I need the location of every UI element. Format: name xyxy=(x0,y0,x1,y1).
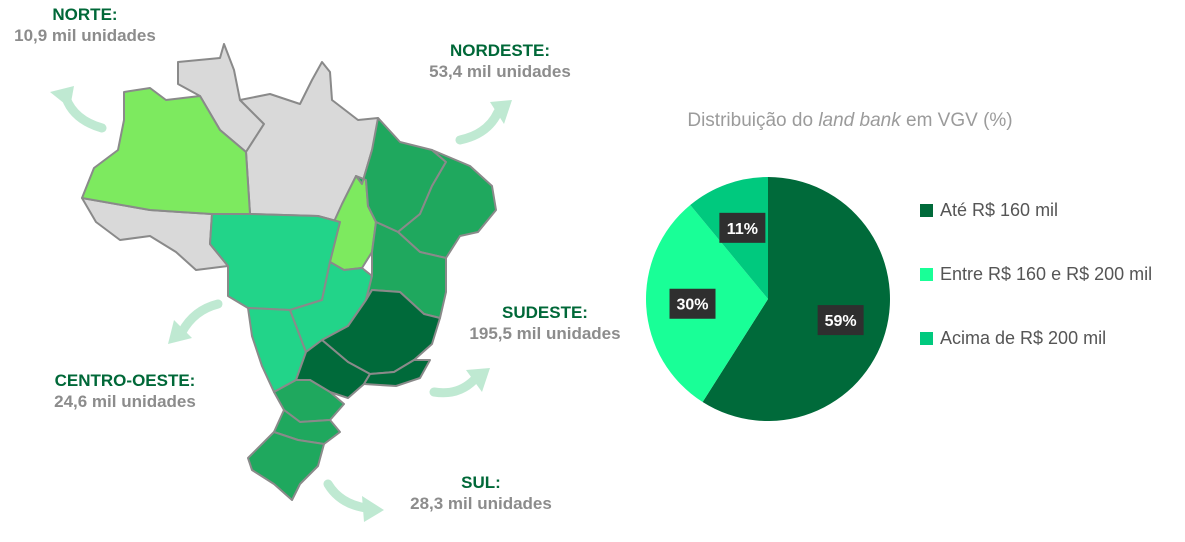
arrow-sul-icon xyxy=(323,479,384,522)
region-value: 195,5 mil unidades xyxy=(469,324,621,343)
legend-swatch xyxy=(920,204,933,217)
legend-item: Até R$ 160 mil xyxy=(920,200,1152,220)
legend-label: Entre R$ 160 e R$ 200 mil xyxy=(940,264,1153,284)
data-label-text: 59% xyxy=(825,313,857,330)
legend-swatch xyxy=(920,332,933,345)
arrow-nordeste-icon xyxy=(455,100,512,145)
chart-legend: Até R$ 160 mil Entre R$ 160 e R$ 200 mil… xyxy=(920,200,1152,392)
region-value: 10,9 mil unidades xyxy=(14,26,156,45)
region-label-centro-oeste: CENTRO-OESTE: 24,6 mil unidades xyxy=(40,370,210,412)
data-label-text: 30% xyxy=(676,297,708,314)
chart-title: Distribuição do land bank em VGV (%) xyxy=(620,110,1080,132)
region-name: NORTE: xyxy=(52,5,118,24)
data-label: 30% xyxy=(669,288,716,319)
arrow-norte-icon xyxy=(50,86,107,133)
region-label-sudeste: SUDESTE: 195,5 mil unidades xyxy=(455,302,635,344)
map-state-rio xyxy=(363,359,431,387)
data-label-text: 11% xyxy=(727,221,758,238)
region-name: SUDESTE: xyxy=(502,303,588,322)
region-value: 28,3 mil unidades xyxy=(410,494,552,513)
arrow-sudeste-icon xyxy=(429,368,490,398)
chart-title-suffix: em VGV (%) xyxy=(900,110,1013,131)
region-value: 53,4 mil unidades xyxy=(429,62,571,81)
region-name: NORDESTE: xyxy=(449,41,551,60)
region-value: 24,6 mil unidades xyxy=(54,392,196,411)
arrow-centro-oeste-icon xyxy=(168,299,223,344)
map-state-rio-grande-sul xyxy=(247,431,325,501)
region-label-sul: SUL: 28,3 mil unidades xyxy=(396,472,566,514)
data-label-box xyxy=(817,305,864,336)
region-name: CENTRO-OESTE: xyxy=(54,371,196,390)
chart-title-italic: land bank xyxy=(818,110,901,131)
pie-slice xyxy=(702,177,890,422)
data-label-box xyxy=(719,212,766,243)
legend-label: Acima de R$ 200 mil xyxy=(940,328,1107,348)
legend-item: Entre R$ 160 e R$ 200 mil xyxy=(920,264,1152,284)
data-label: 59% xyxy=(817,305,864,336)
legend-item: Acima de R$ 200 mil xyxy=(920,328,1152,348)
brazil-map xyxy=(81,43,497,501)
region-label-norte: NORTE: 10,9 mil unidades xyxy=(0,4,170,46)
pie-chart: 59% 30% 11% xyxy=(646,177,890,422)
data-label: 11% xyxy=(719,212,766,243)
region-name: SUL: xyxy=(461,473,501,492)
legend-swatch xyxy=(920,268,933,281)
chart-title-prefix: Distribuição do xyxy=(687,110,819,131)
data-label-box xyxy=(669,288,716,319)
legend-label: Até R$ 160 mil xyxy=(940,200,1059,220)
region-label-nordeste: NORDESTE: 53,4 mil unidades xyxy=(415,40,585,82)
